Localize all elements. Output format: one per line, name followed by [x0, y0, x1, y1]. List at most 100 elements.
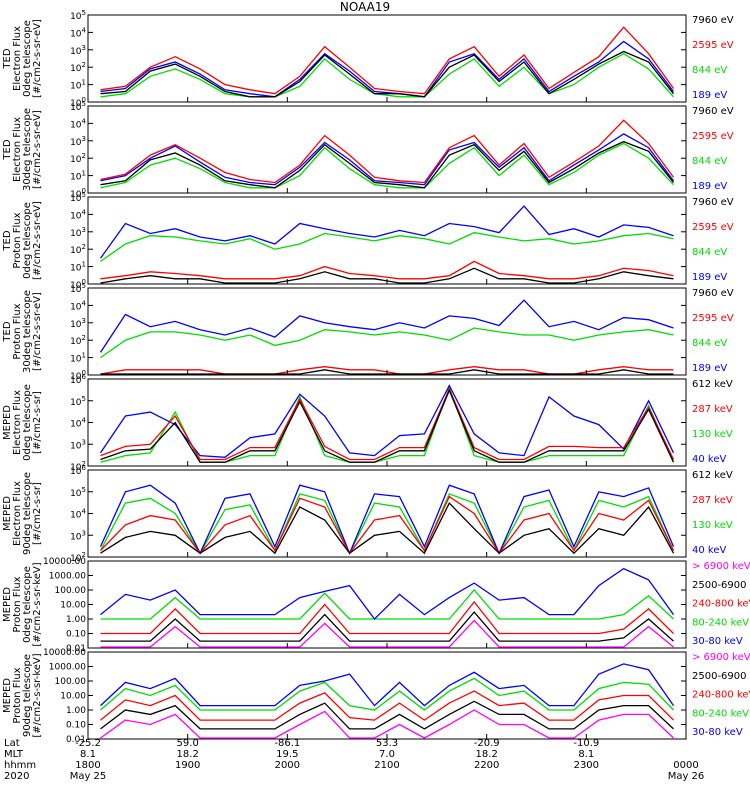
legend-entry: 30-80 keV: [692, 636, 743, 647]
legend-entry: 189 eV: [692, 272, 727, 283]
series-red-line: [100, 119, 675, 184]
legend-entry: 2595 eV: [692, 222, 734, 233]
panel-3: 100 101 102 103 104 105 TED Proton Flux 0deg tel…: [2, 191, 734, 291]
x-tick-label: -86.1: [274, 738, 300, 749]
x-tick-label: 8.1: [80, 749, 96, 760]
x-tick-label: 53.3: [376, 738, 398, 749]
y-axis-label-line: MEPED: [2, 678, 13, 713]
y-tick-label: 101: [70, 79, 86, 92]
series-blue-line: [99, 299, 674, 353]
legend-entry: 2595 eV: [692, 40, 734, 51]
legend-entry: 2595 eV: [692, 313, 734, 324]
panel-frame: [87, 469, 687, 558]
y-tick-label: 102: [70, 61, 86, 74]
legend-entry: > 6900 keV: [692, 652, 750, 663]
y-axis-label-line: Electron Flux: [12, 26, 23, 91]
series-blue-line: [100, 133, 675, 186]
series-green-line: [100, 589, 674, 620]
x-tick-label: 8.1: [578, 749, 594, 760]
legend-entry: 612 keV: [692, 379, 733, 390]
y-axis-label-line: Electron Flux: [12, 481, 23, 546]
legend-entry: 30-80 keV: [692, 727, 743, 738]
x-axis-row-label: MLT: [4, 749, 24, 760]
y-tick-label: 100.00: [55, 677, 87, 687]
y-tick-label: 10.00: [60, 692, 86, 702]
y-tick-label: 104: [70, 208, 86, 221]
legend-entry: 844 eV: [692, 247, 727, 258]
series-blue-line: [100, 567, 675, 620]
series-black-line: [100, 388, 675, 463]
legend-entry: 189 eV: [692, 363, 727, 374]
panel-frame: [87, 196, 687, 285]
x-tick-label: 2000: [275, 760, 300, 771]
legend-entry: 844 eV: [692, 65, 727, 76]
y-axis-label-line: 30deg telescope: [22, 108, 33, 191]
x-axis-row-label: Lat: [4, 738, 20, 749]
panel-frame: [87, 560, 687, 649]
y-tick-label: 10000.00: [43, 557, 86, 567]
x-tick-label: 0000: [673, 760, 698, 771]
legend-entry: 240-800 keV: [692, 599, 750, 610]
series-green-line: [99, 493, 675, 555]
series-blue-line: [100, 40, 675, 98]
x-axis-row-label: hhmm: [4, 760, 36, 771]
y-tick-label: 100: [70, 96, 86, 109]
panel-1: 100 101 102 103 104 105 TED Electron Flux 0deg t…: [2, 9, 734, 109]
y-axis-label-line: [#/cm2-s-sr-eV]: [32, 201, 43, 280]
legend-entry: 130 keV: [692, 429, 733, 440]
series-blue-line: [100, 663, 675, 707]
y-axis-label-line: [#/cm2-s-sr-keV]: [32, 562, 43, 646]
y-tick-label: 104: [70, 508, 86, 521]
y-axis-label-line: [#/cm2-s-sr]: [32, 482, 43, 545]
y-tick-label: 101: [70, 261, 86, 274]
legend-entry: 287 keV: [692, 404, 733, 415]
y-axis-label-line: 0deg telescope: [22, 202, 33, 279]
y-tick-label: 103: [70, 317, 86, 330]
y-axis-label-line: [#/cm2-s-sr-eV]: [32, 19, 43, 98]
legend-entry: 130 keV: [692, 520, 733, 531]
x-tick-label: 59.0: [177, 738, 199, 749]
series-black-line: [100, 611, 674, 642]
panel-2: 100 101 102 103 104 105 TED Electron Flux 30deg …: [2, 100, 734, 200]
y-axis-label-line: 0deg telescope: [22, 566, 33, 643]
y-axis-label-line: TED: [2, 139, 13, 160]
y-tick-label: 105: [70, 395, 86, 408]
y-axis-label-line: 0deg telescope: [22, 20, 33, 97]
legend-entry: 80-240 keV: [692, 617, 749, 628]
y-axis-label-line: Proton Flux: [12, 576, 23, 632]
series-green-line: [100, 385, 675, 463]
series-green-line: [100, 677, 674, 711]
series-red-line: [100, 690, 674, 721]
y-axis-label-line: Proton Flux: [12, 212, 23, 268]
x-tick-label: 19.5: [276, 749, 298, 760]
series-magenta-line: [100, 709, 674, 739]
legend-entry: 40 keV: [692, 454, 726, 465]
y-tick-label: 100: [70, 369, 86, 382]
y-axis-label-line: MEPED: [2, 587, 13, 622]
panel-frame: [87, 105, 687, 194]
series-green-line: [100, 142, 674, 189]
y-tick-label: 1.00: [66, 615, 86, 625]
x-tick-label: 18.2: [177, 749, 199, 760]
figure-title: NOAA19: [340, 0, 390, 14]
legend-entry: 2500-6900: [692, 671, 747, 682]
panel-8: 0.01 0.10 1.00 10.00 100.00 1000.00 10000.00 ME…: [2, 648, 750, 745]
y-axis-label-line: Electron Flux: [12, 390, 23, 455]
series-red-line: [100, 495, 675, 555]
series-blue-line: [99, 484, 675, 555]
series-red-line: [100, 600, 674, 635]
series-black-line: [100, 700, 674, 730]
y-axis-label-line: 0deg telescope: [22, 384, 33, 461]
legend-entry: 189 eV: [692, 90, 727, 101]
y-tick-label: 102: [70, 334, 86, 347]
y-axis-label-line: Proton Flux: [12, 667, 23, 723]
y-tick-label: 0.01: [66, 644, 86, 654]
x-tick-label: 1900: [175, 760, 200, 771]
y-tick-label: 103: [70, 438, 86, 451]
y-tick-label: 100: [70, 187, 86, 200]
y-axis-label-line: TED: [2, 230, 13, 251]
legend-entry: 7960 eV: [692, 288, 734, 299]
panel-7: 0.01 0.10 1.00 10.00 100.00 1000.00 10000.00 ME…: [2, 557, 750, 654]
